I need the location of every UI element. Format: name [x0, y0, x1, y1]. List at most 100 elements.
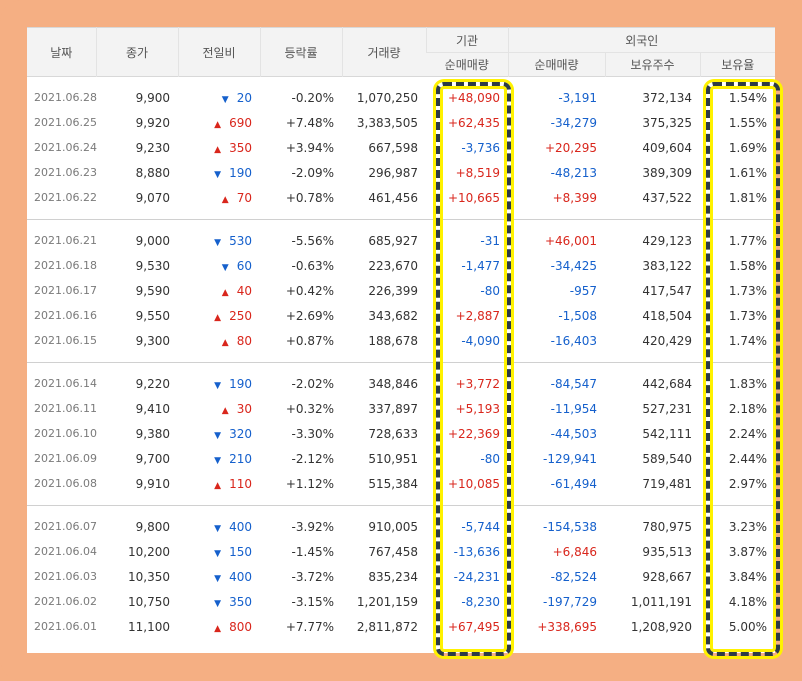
foreign-net-cell: +338,695 — [537, 619, 597, 634]
table-row: 2021.06.01 11,100 ▲ 800 +7.77% 2,811,872 +67,4… — [27, 614, 775, 639]
change-value: 60 — [236, 258, 252, 273]
institution-net-cell: +67,495 — [447, 619, 500, 634]
close-price-cell: 8,880 — [135, 165, 170, 180]
change-cell: ▼ 320 — [178, 421, 260, 446]
change-value: 250 — [229, 308, 252, 323]
arrow-down-icon: ▼ — [214, 169, 222, 180]
foreign-ratio-cell: 3.84% — [728, 569, 768, 584]
change-cell: ▼ 20 — [178, 85, 260, 110]
close-price-cell: 9,070 — [135, 190, 170, 205]
institution-net-cell: -80 — [480, 283, 500, 298]
date-cell: 2021.06.15 — [34, 334, 97, 347]
change-rate-cell: +2.69% — [285, 308, 334, 323]
change-cell: ▲ 110 — [178, 471, 260, 496]
date-cell: 2021.06.01 — [34, 620, 97, 633]
change-rate-cell: -5.56% — [291, 233, 334, 248]
change-cell: ▲ 30 — [178, 396, 260, 421]
date-cell: 2021.06.08 — [34, 477, 97, 490]
foreign-holdings-cell: 442,684 — [642, 376, 692, 391]
institution-net-cell: +3,772 — [455, 376, 500, 391]
arrow-down-icon: ▼ — [221, 94, 229, 105]
header-change: 전일비 — [177, 27, 260, 77]
table-row: 2021.06.28 9,900 ▼ 20 -0.20% 1,070,250 +48,090… — [27, 85, 775, 110]
change-rate-cell: -3.72% — [291, 569, 334, 584]
close-price-cell: 9,380 — [135, 426, 170, 441]
change-rate-cell: -3.15% — [291, 594, 334, 609]
foreign-holdings-cell: 429,123 — [642, 233, 692, 248]
close-price-cell: 9,000 — [135, 233, 170, 248]
institution-net-cell: +10,665 — [447, 190, 500, 205]
arrow-up-icon: ▲ — [221, 287, 229, 298]
change-rate-cell: -2.02% — [291, 376, 334, 391]
change-cell: ▼ 210 — [178, 446, 260, 471]
foreign-ratio-cell: 5.00% — [728, 619, 768, 634]
table-row: 2021.06.11 9,410 ▲ 30 +0.32% 337,897 +5,193 -11… — [27, 396, 775, 421]
date-cell: 2021.06.17 — [34, 284, 97, 297]
arrow-down-icon: ▼ — [214, 380, 222, 391]
header-date: 날짜 — [27, 27, 96, 77]
close-price-cell: 10,750 — [128, 594, 170, 609]
foreign-ratio-cell: 2.44% — [728, 451, 768, 466]
volume-cell: 767,458 — [368, 544, 418, 559]
table-row: 2021.06.17 9,590 ▲ 40 +0.42% 226,399 -80 -957 41… — [27, 278, 775, 303]
arrow-down-icon: ▼ — [214, 523, 222, 534]
table-row: 2021.06.16 9,550 ▲ 250 +2.69% 343,682 +2,887 -1… — [27, 303, 775, 328]
arrow-up-icon: ▲ — [221, 405, 229, 416]
change-value: 30 — [236, 401, 252, 416]
institution-net-cell: -5,744 — [461, 519, 500, 534]
foreign-ratio-cell: 1.73% — [728, 308, 768, 323]
change-value: 690 — [229, 115, 252, 130]
foreign-ratio-cell: 1.58% — [728, 258, 768, 273]
header-close: 종가 — [95, 27, 178, 77]
table-row: 2021.06.04 10,200 ▼ 150 -1.45% 767,458 -13,636… — [27, 539, 775, 564]
change-value: 210 — [229, 451, 252, 466]
change-cell: ▲ 250 — [178, 303, 260, 328]
close-price-cell: 11,100 — [128, 619, 170, 634]
volume-cell: 728,633 — [368, 426, 418, 441]
volume-cell: 1,070,250 — [356, 90, 418, 105]
foreign-holdings-cell: 780,975 — [642, 519, 692, 534]
arrow-up-icon: ▲ — [214, 144, 222, 155]
header-foreign-group: 외국인 — [507, 27, 775, 53]
volume-cell: 685,927 — [368, 233, 418, 248]
table-row: 2021.06.18 9,530 ▼ 60 -0.63% 223,670 -1,477 -34… — [27, 253, 775, 278]
foreign-ratio-cell: 1.77% — [728, 233, 768, 248]
date-cell: 2021.06.22 — [34, 191, 97, 204]
volume-cell: 835,234 — [368, 569, 418, 584]
arrow-down-icon: ▼ — [214, 455, 222, 466]
row-spacer — [27, 363, 775, 372]
foreign-holdings-cell: 420,429 — [642, 333, 692, 348]
row-spacer — [27, 220, 775, 229]
table-row: 2021.06.22 9,070 ▲ 70 +0.78% 461,456 +10,665 +8… — [27, 185, 775, 210]
arrow-down-icon: ▼ — [221, 262, 229, 273]
change-cell: ▲ 800 — [178, 614, 260, 639]
institution-net-cell: -1,477 — [461, 258, 500, 273]
change-value: 70 — [236, 190, 252, 205]
change-value: 400 — [229, 569, 252, 584]
close-price-cell: 9,910 — [135, 476, 170, 491]
foreign-ratio-cell: 4.18% — [728, 594, 768, 609]
foreign-holdings-cell: 589,540 — [642, 451, 692, 466]
foreign-net-cell: -957 — [569, 283, 597, 298]
foreign-ratio-cell: 1.83% — [728, 376, 768, 391]
volume-cell: 188,678 — [368, 333, 418, 348]
change-cell: ▼ 190 — [178, 160, 260, 185]
close-price-cell: 9,230 — [135, 140, 170, 155]
change-value: 80 — [236, 333, 252, 348]
institution-net-cell: +5,193 — [455, 401, 500, 416]
table-row: 2021.06.10 9,380 ▼ 320 -3.30% 728,633 +22,369 -… — [27, 421, 775, 446]
arrow-up-icon: ▲ — [221, 337, 229, 348]
institution-net-cell: +22,369 — [447, 426, 500, 441]
foreign-ratio-cell: 2.97% — [728, 476, 768, 491]
arrow-down-icon: ▼ — [214, 548, 222, 559]
change-rate-cell: +0.42% — [285, 283, 334, 298]
foreign-holdings-cell: 372,134 — [642, 90, 692, 105]
change-rate-cell: -2.09% — [291, 165, 334, 180]
foreign-net-cell: -3,191 — [558, 90, 597, 105]
institution-net-cell: +62,435 — [447, 115, 500, 130]
volume-cell: 667,598 — [368, 140, 418, 155]
foreign-net-cell: -16,403 — [550, 333, 597, 348]
close-price-cell: 9,550 — [135, 308, 170, 323]
foreign-ratio-cell: 2.24% — [728, 426, 768, 441]
